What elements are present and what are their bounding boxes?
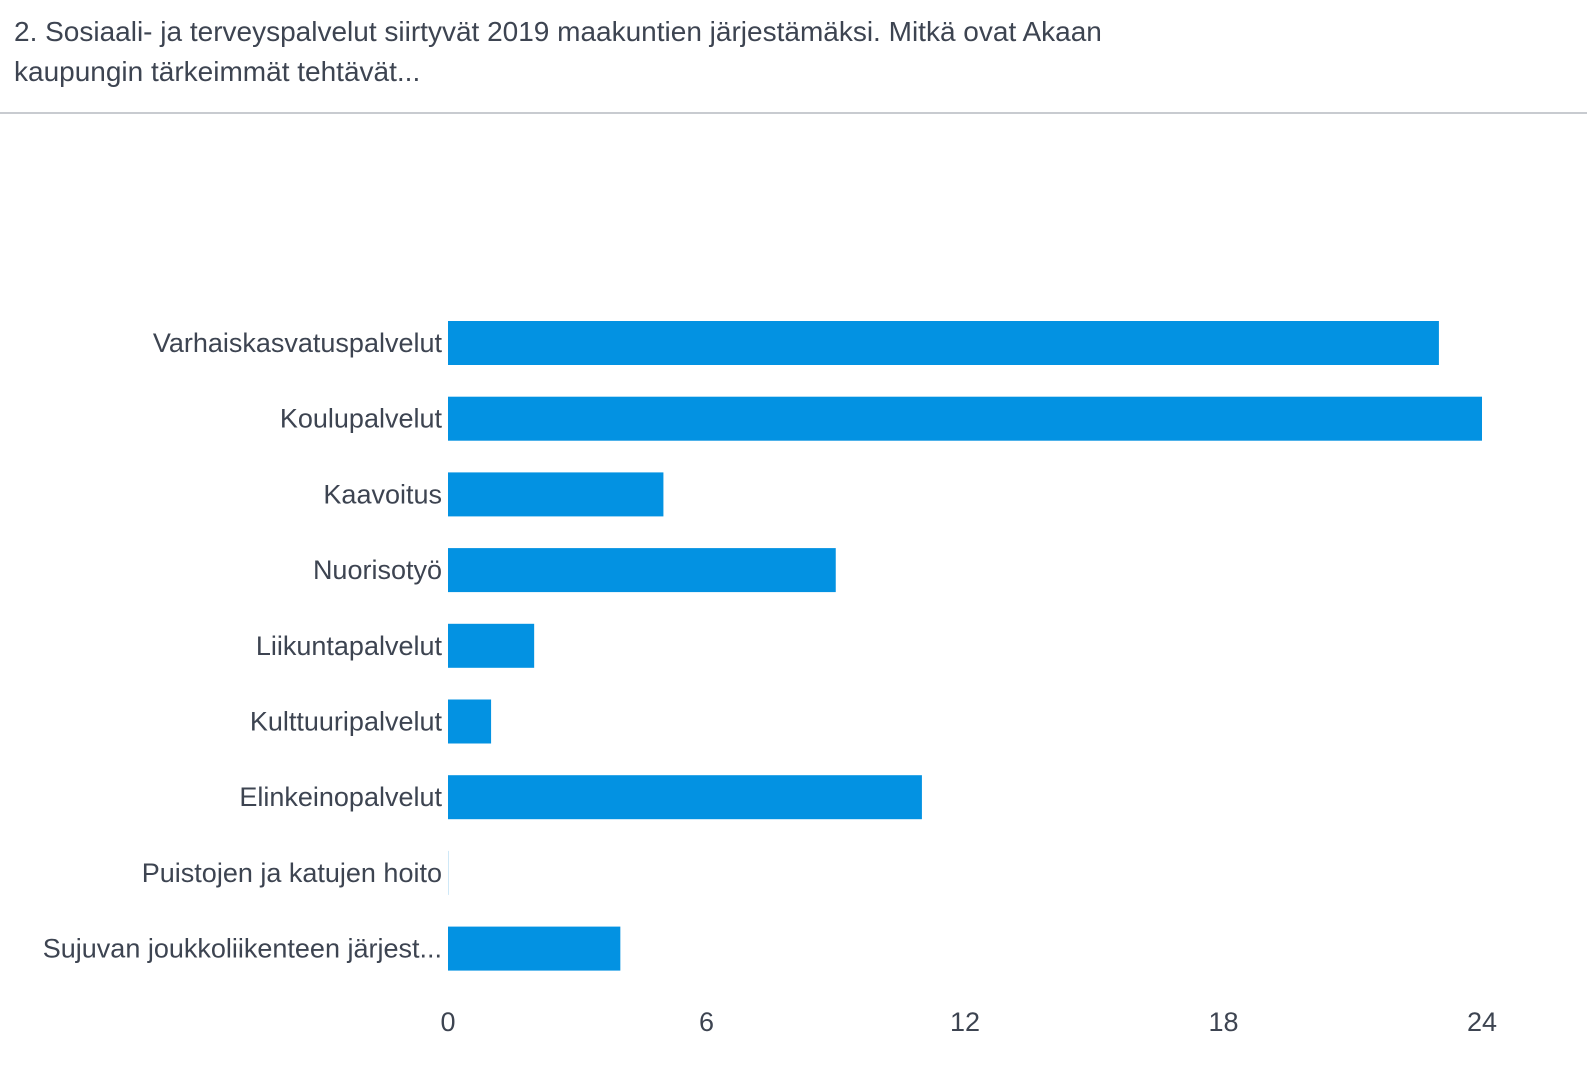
x-axis-ticks: 0 6 12 18 24 xyxy=(440,1007,1497,1037)
bar-varhaiskasvatuspalvelut[interactable] xyxy=(448,321,1439,365)
category-label-puistojen-ja-katujen-hoito: Puistojen ja katujen hoito xyxy=(142,858,442,888)
chart-title: 2. Sosiaali- ja terveyspalvelut siirtyvä… xyxy=(14,16,1102,87)
bar-koulupalvelut[interactable] xyxy=(448,396,1482,441)
category-label-varhaiskasvatuspalvelut: Varhaiskasvatuspalvelut xyxy=(153,328,443,358)
category-label-kaavoitus: Kaavoitus xyxy=(323,479,442,509)
category-label-sujuvan-joukkoliikenteen-jarjest: Sujuvan joukkoliikenteen järjest... xyxy=(43,934,442,964)
x-tick-18: 18 xyxy=(1208,1007,1238,1037)
x-tick-12: 12 xyxy=(950,1007,980,1037)
bar-kulttuuripalvelut[interactable] xyxy=(448,699,492,744)
bar-kaavoitus[interactable] xyxy=(448,472,664,517)
bar-puistojen-ja-katujen-hoito[interactable] xyxy=(448,850,449,895)
category-label-elinkeinopalvelut: Elinkeinopalvelut xyxy=(239,782,442,812)
bar-liikuntapalvelut[interactable] xyxy=(448,623,535,668)
x-tick-6: 6 xyxy=(699,1007,714,1037)
category-label-nuorisotyo: Nuorisotyö xyxy=(313,555,442,585)
category-label-kulttuuripalvelut: Kulttuuripalvelut xyxy=(250,707,443,737)
bar-nuorisotyo[interactable] xyxy=(448,548,836,593)
header-divider xyxy=(0,112,1587,114)
category-label-liikuntapalvelut: Liikuntapalvelut xyxy=(256,631,443,661)
x-tick-24: 24 xyxy=(1467,1007,1497,1037)
x-tick-0: 0 xyxy=(440,1007,455,1037)
category-labels: Varhaiskasvatuspalvelut Koulupalvelut Kaav… xyxy=(43,328,443,964)
category-label-koulupalvelut: Koulupalvelut xyxy=(280,404,443,434)
bar-elinkeinopalvelut[interactable] xyxy=(448,775,922,820)
bars-group xyxy=(448,321,1482,971)
bar-sujuvan-joukkoliikenteen-jarjest[interactable] xyxy=(448,926,621,971)
